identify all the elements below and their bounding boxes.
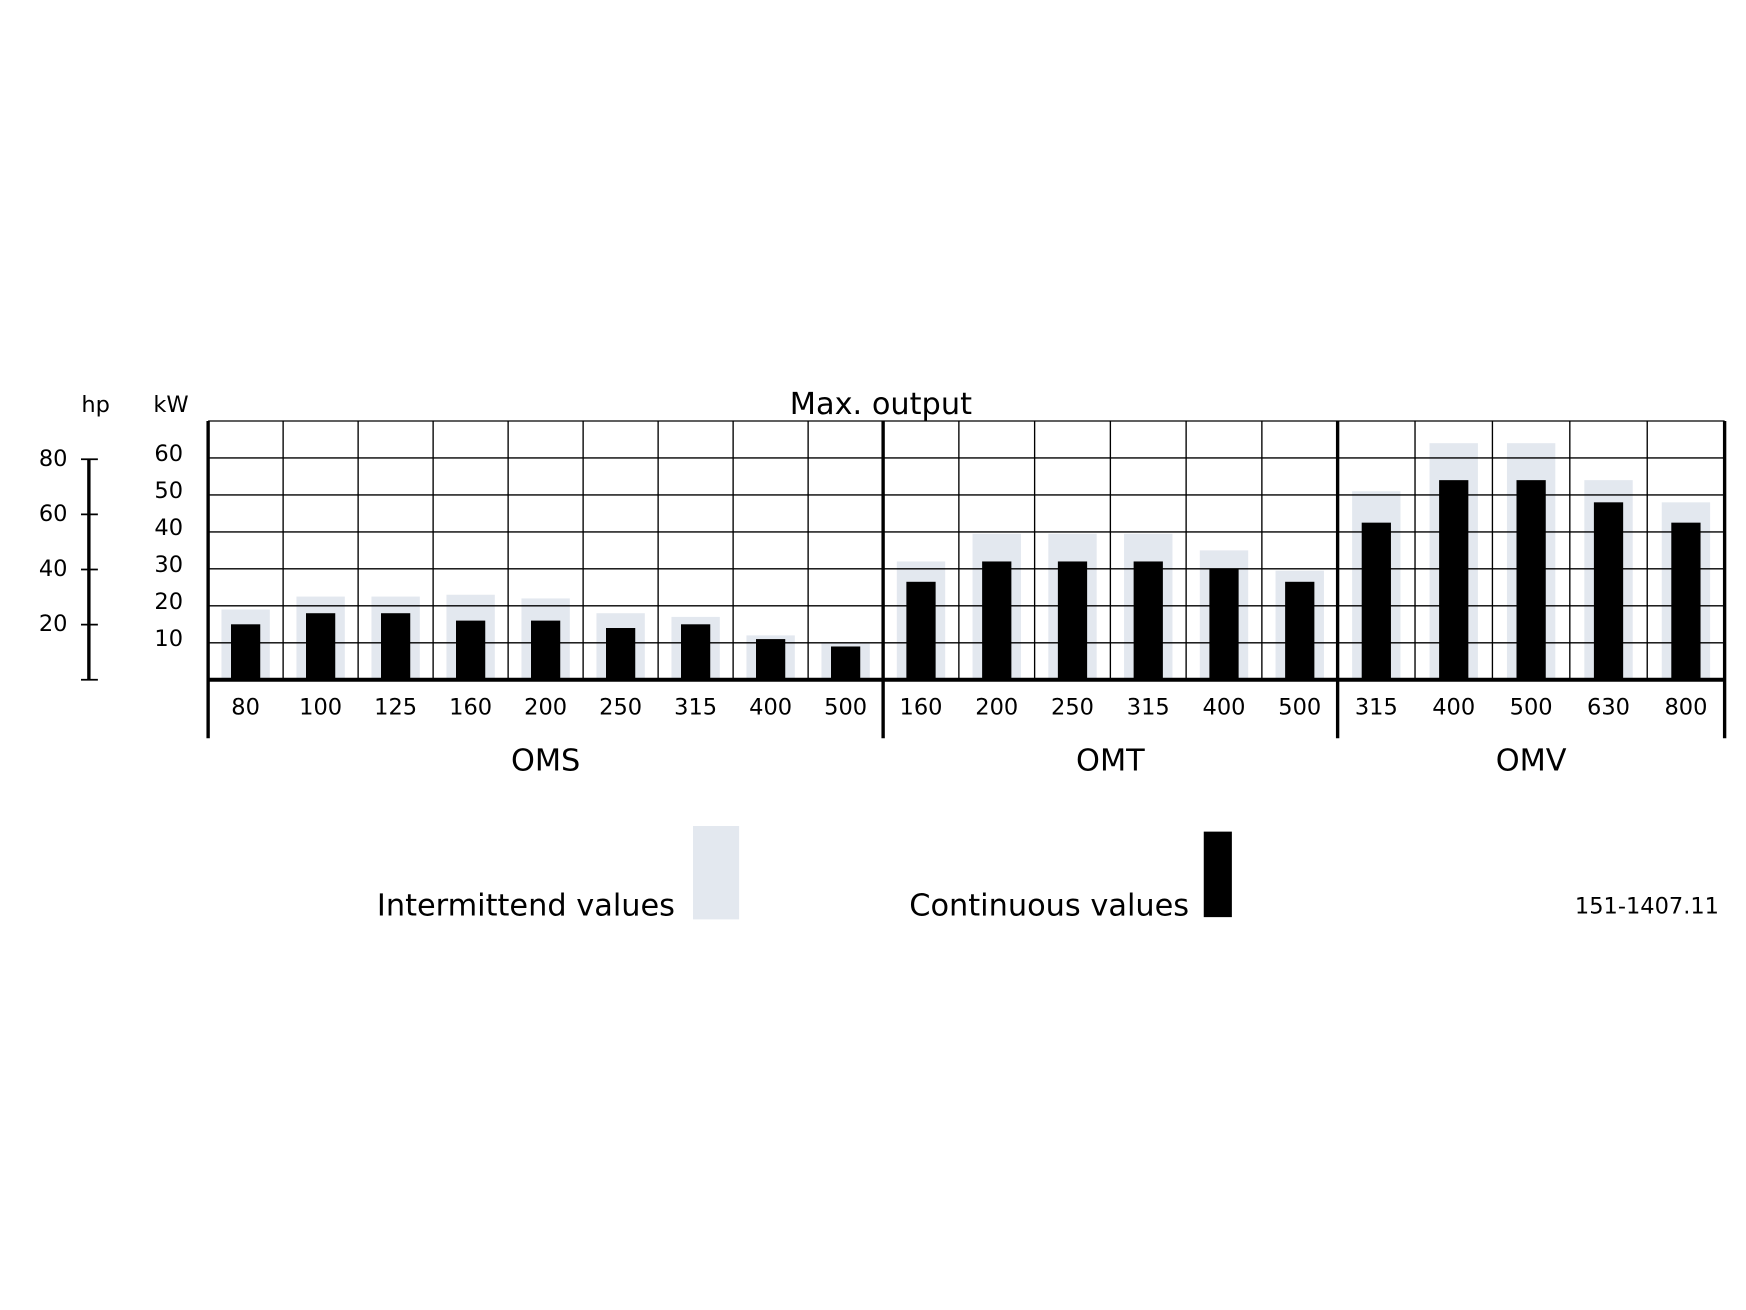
x-tick-label: 80 <box>231 694 260 720</box>
x-tick-label: 400 <box>749 694 792 720</box>
bar-continuous <box>1516 480 1546 680</box>
x-tick-label: 200 <box>524 694 567 720</box>
bar-continuous <box>1439 480 1469 680</box>
x-tick-label: 400 <box>1203 694 1246 720</box>
group-label: OMV <box>1496 743 1567 778</box>
bar-continuous <box>306 613 336 680</box>
y2-axis-label: hp <box>81 392 110 418</box>
bar-continuous <box>982 561 1012 680</box>
x-tick-label: 160 <box>449 694 492 720</box>
x-tick-label: 250 <box>599 694 642 720</box>
bar-continuous <box>1057 561 1088 680</box>
y-tick-label: 30 <box>154 552 183 578</box>
bar-continuous <box>1361 522 1391 680</box>
x-tick-label: 250 <box>1051 694 1094 720</box>
bar-continuous <box>1671 522 1701 680</box>
y-axis-label: kW <box>153 392 188 418</box>
x-tick-label: 100 <box>299 694 342 720</box>
x-tick-label: 315 <box>1355 694 1398 720</box>
y-tick-label: 40 <box>154 515 183 541</box>
bar-continuous <box>531 620 561 680</box>
y2-tick-label: 60 <box>39 501 68 527</box>
bar-continuous <box>906 581 936 680</box>
x-tick-label: 200 <box>975 694 1018 720</box>
x-tick-label: 800 <box>1664 694 1707 720</box>
bar-continuous <box>1593 502 1624 680</box>
x-tick-label: 500 <box>824 694 867 720</box>
group-label: OMS <box>511 743 580 778</box>
x-tick-label: 400 <box>1432 694 1475 720</box>
x-tick-label: 500 <box>1278 694 1321 720</box>
y2-tick-label: 20 <box>39 611 68 637</box>
y-tick-label: 20 <box>154 589 183 615</box>
figure-code: 151-1407.11 <box>1575 894 1719 920</box>
chart-title: Max. output <box>790 387 972 422</box>
group-label: OMT <box>1076 743 1145 778</box>
bar-continuous <box>1285 581 1315 680</box>
x-tick-label: 125 <box>374 694 417 720</box>
y-tick-label: 60 <box>154 441 183 467</box>
legend-swatch <box>693 826 740 920</box>
x-tick-label: 315 <box>1127 694 1170 720</box>
y2-tick-label: 40 <box>39 556 68 582</box>
y-tick-label: 50 <box>154 478 183 504</box>
legend-swatch <box>1203 831 1232 918</box>
bar-continuous <box>381 613 411 680</box>
bar-continuous <box>756 639 786 680</box>
bar-continuous <box>1209 568 1239 680</box>
y-tick-label: 10 <box>154 626 183 652</box>
bar-continuous <box>456 620 486 680</box>
x-tick-label: 500 <box>1510 694 1553 720</box>
x-tick-label: 630 <box>1587 694 1630 720</box>
y2-tick-label: 80 <box>39 446 68 472</box>
bar-continuous <box>231 624 261 680</box>
x-tick-label: 315 <box>674 694 717 720</box>
x-tick-label: 160 <box>900 694 943 720</box>
bar-continuous <box>1133 561 1163 680</box>
bar-continuous <box>681 624 711 680</box>
legend-label: Intermittend values <box>377 889 675 924</box>
legend-label: Continuous values <box>909 889 1189 924</box>
bar-continuous <box>606 628 636 680</box>
bar-continuous <box>831 646 861 680</box>
